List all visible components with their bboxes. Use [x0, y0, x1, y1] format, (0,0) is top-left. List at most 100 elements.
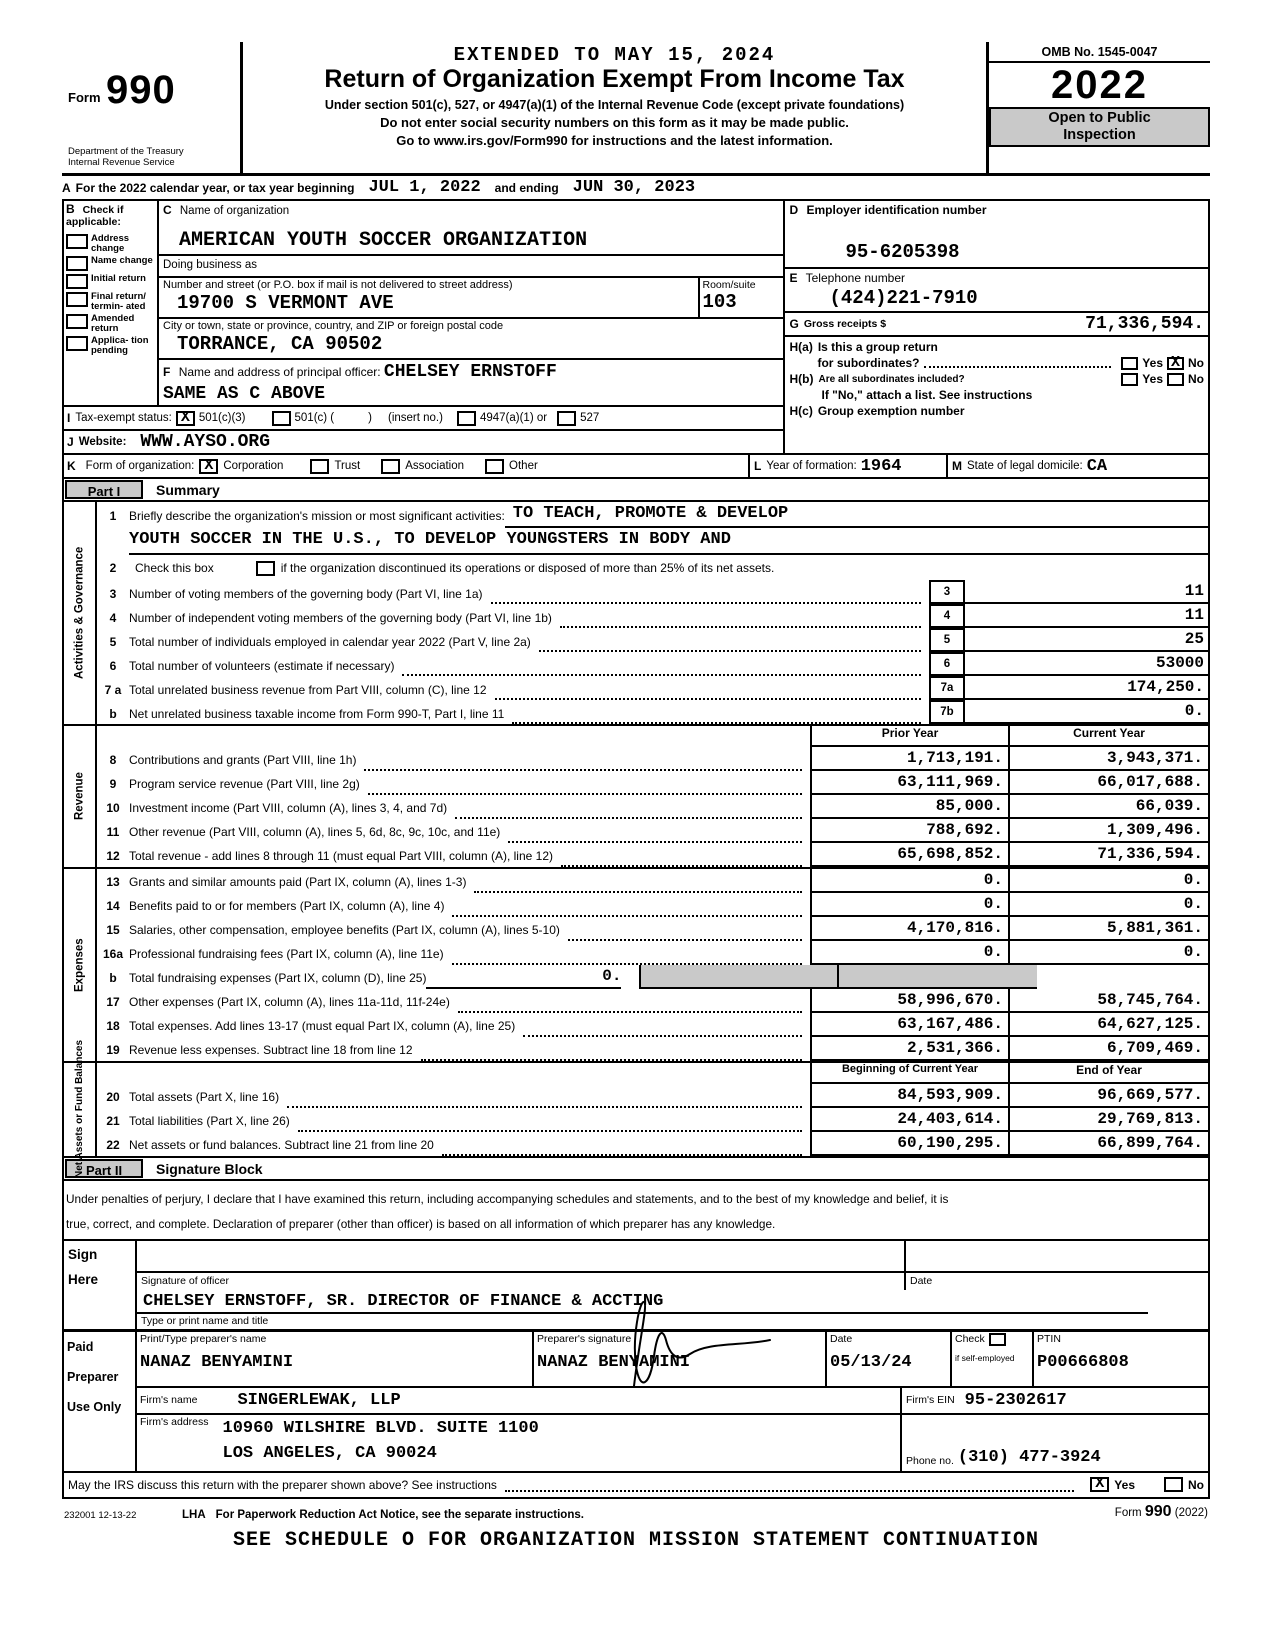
dotted-leader	[923, 358, 1112, 368]
discuss-no-checkbox[interactable]	[1164, 1477, 1183, 1493]
preparer-signature-field[interactable]: NANAZ BENYAMINI	[537, 1352, 691, 1372]
association-checkbox[interactable]	[381, 458, 401, 474]
corporation-label: Corporation	[223, 460, 284, 472]
paid-preparer-block: Paid Preparer Use Only Print/Type prepar…	[64, 1300, 1208, 1471]
discontinued-checkbox[interactable]	[255, 560, 275, 576]
prior-year-header: Prior Year	[810, 726, 1008, 747]
org-name-label: Name of organization	[179, 205, 290, 217]
firm-ein-field[interactable]: 95-2302617	[964, 1390, 1067, 1410]
ha-no-checkbox[interactable]: X	[1167, 355, 1184, 370]
mission-label: Briefly describe the organization's miss…	[129, 508, 505, 523]
line2-pre: Check this box	[135, 561, 214, 575]
hb-yes-checkbox[interactable]	[1121, 372, 1139, 386]
final-return-checkbox[interactable]	[66, 292, 88, 308]
status-4947-label: 4947(a)(1) or	[479, 412, 548, 424]
line11-number: 11	[106, 825, 120, 839]
ptin-field[interactable]: P00666808	[1037, 1352, 1129, 1372]
hc-text: Group exemption number	[817, 404, 965, 418]
status-4947-checkbox[interactable]	[456, 410, 476, 426]
ha-text2: for subordinates?	[817, 356, 920, 370]
phone-field[interactable]: (424)221-7910	[829, 287, 978, 309]
principal-officer-name[interactable]: CHELSEY ERNSTOFF	[383, 362, 557, 382]
line16a-number: 16a	[102, 947, 124, 961]
department-block: Department of the Treasury Internal Reve…	[68, 146, 184, 169]
status-501c3-label: 501(c)(3)	[198, 412, 246, 424]
ha-row1: H(a) Is this a group return	[785, 337, 1208, 355]
final-return-label: Final return/ termin- ated	[91, 291, 146, 312]
mission-field-line1[interactable]: TO TEACH, PROMOTE & DEVELOP	[504, 504, 1208, 528]
line10-row: 10 Investment income (Part VIII, column …	[97, 795, 1208, 819]
firm-name-label: Firm's name	[140, 1394, 198, 1407]
name-change-label: Name change	[91, 255, 153, 267]
gross-receipts-field[interactable]: 71,336,594.	[1085, 314, 1204, 334]
discuss-yes-checkbox[interactable]: X	[1090, 1476, 1110, 1493]
line19-prior: 2,531,366.	[810, 1037, 1008, 1061]
footer-form-year: (2022)	[1174, 1506, 1208, 1519]
line19-label: Revenue less expenses. Subtract line 18 …	[129, 1043, 413, 1057]
line14-number: 14	[106, 899, 120, 913]
org-name-field[interactable]: AMERICAN YOUTH SOCCER ORGANIZATION	[159, 217, 784, 256]
officer-date-caption: Date	[904, 1272, 1208, 1290]
trust-checkbox[interactable]	[310, 458, 330, 474]
dotted-leader	[287, 1093, 802, 1108]
application-pending-checkbox[interactable]	[66, 336, 88, 352]
address-change-checkbox[interactable]	[66, 234, 88, 250]
section-b-letter: B	[66, 202, 75, 216]
phone-label: Telephone number	[805, 271, 906, 285]
officer-typed-name[interactable]: CHELSEY ERNSTOFF, SR. DIRECTOR OF FINANC…	[137, 1290, 1148, 1314]
corporation-checkbox[interactable]: X	[199, 458, 219, 474]
dotted-leader	[474, 878, 802, 893]
officer-signature-date-area[interactable]	[904, 1240, 1208, 1271]
name-change-checkbox[interactable]	[66, 256, 88, 272]
line14-label: Benefits paid to or for members (Part IX…	[129, 899, 445, 913]
status-501c3-checkbox[interactable]: X	[175, 410, 195, 426]
status-501c-checkbox[interactable]	[271, 410, 291, 426]
dotted-leader	[567, 926, 802, 941]
firm-address-field[interactable]: 10960 WILSHIRE BLVD. SUITE 1100 LOS ANGE…	[223, 1416, 539, 1467]
street-field[interactable]: 19700 S VERMONT AVE	[177, 292, 394, 314]
tax-year-end-field[interactable]: JUN 30, 2023	[572, 178, 696, 197]
firm-name-field[interactable]: SINGERLEWAK, LLP	[237, 1390, 401, 1410]
line12-row: 12 Total revenue - add lines 8 through 1…	[97, 843, 1208, 867]
line22-number: 22	[106, 1138, 120, 1152]
dotted-leader	[297, 1117, 802, 1132]
line8-row: 8 Contributions and grants (Part VIII, l…	[97, 747, 1208, 771]
dba-field[interactable]: Doing business as	[159, 256, 784, 278]
governance-section: Activities & Governance 1 Briefly descri…	[64, 502, 1208, 724]
line3-label: Number of voting members of the governin…	[129, 587, 483, 601]
line20-row: 20 Total assets (Part X, line 16) 84,593…	[97, 1084, 1208, 1108]
tax-year-begin-field[interactable]: JUL 1, 2022	[368, 178, 481, 197]
section-d-letter: D	[789, 203, 799, 217]
page-footer: 232001 12-13-22 LHA For Paperwork Reduct…	[62, 1503, 1210, 1521]
room-suite-field[interactable]: 103	[702, 291, 737, 313]
status-527-checkbox[interactable]	[557, 410, 577, 426]
line21-begin: 24,403,614.	[810, 1108, 1008, 1132]
hc-row: H(c) Group exemption number	[785, 403, 1208, 419]
other-checkbox[interactable]	[485, 458, 505, 474]
mission-field-line2[interactable]: YOUTH SOCCER IN THE U.S., TO DEVELOP YOU…	[129, 530, 1208, 555]
perjury-statement: Under penalties of perjury, I declare th…	[64, 1181, 1208, 1239]
website-field[interactable]: WWW.AYSO.ORG	[140, 432, 271, 452]
omb-number: OMB No. 1545-0047	[989, 42, 1210, 63]
year-of-formation-field[interactable]: 1964	[860, 456, 902, 476]
preparer-phone-field[interactable]: (310) 477-3924	[957, 1447, 1101, 1467]
line6-value: 53000	[965, 652, 1208, 676]
firm-address-line2: LOS ANGELES, CA 90024	[222, 1444, 437, 1464]
hb-no-checkbox[interactable]	[1167, 372, 1184, 386]
discuss-yes-label: Yes	[1114, 1477, 1135, 1492]
ha-yes-checkbox[interactable]	[1121, 356, 1139, 370]
line12-current: 71,336,594.	[1008, 843, 1208, 867]
initial-return-checkbox[interactable]	[66, 274, 88, 290]
line-j: J Website: WWW.AYSO.ORG	[64, 429, 784, 453]
expenses-side-strip: Expenses	[64, 869, 97, 1061]
preparer-date-field[interactable]: 05/13/24	[830, 1352, 912, 1372]
application-pending-label: Applica- tion pending	[91, 335, 149, 356]
amended-return-checkbox[interactable]	[66, 314, 88, 330]
domicile-field[interactable]: CA	[1086, 456, 1108, 476]
preparer-name-field[interactable]: NANAZ BENYAMINI	[140, 1352, 294, 1372]
ein-field[interactable]: 95-6205398	[845, 241, 960, 263]
officer-signature-area[interactable]	[137, 1241, 904, 1271]
principal-officer-address[interactable]: SAME AS C ABOVE	[163, 384, 326, 404]
city-field[interactable]: TORRANCE, CA 90502	[177, 333, 383, 355]
self-employed-checkbox[interactable]	[988, 1332, 1006, 1346]
